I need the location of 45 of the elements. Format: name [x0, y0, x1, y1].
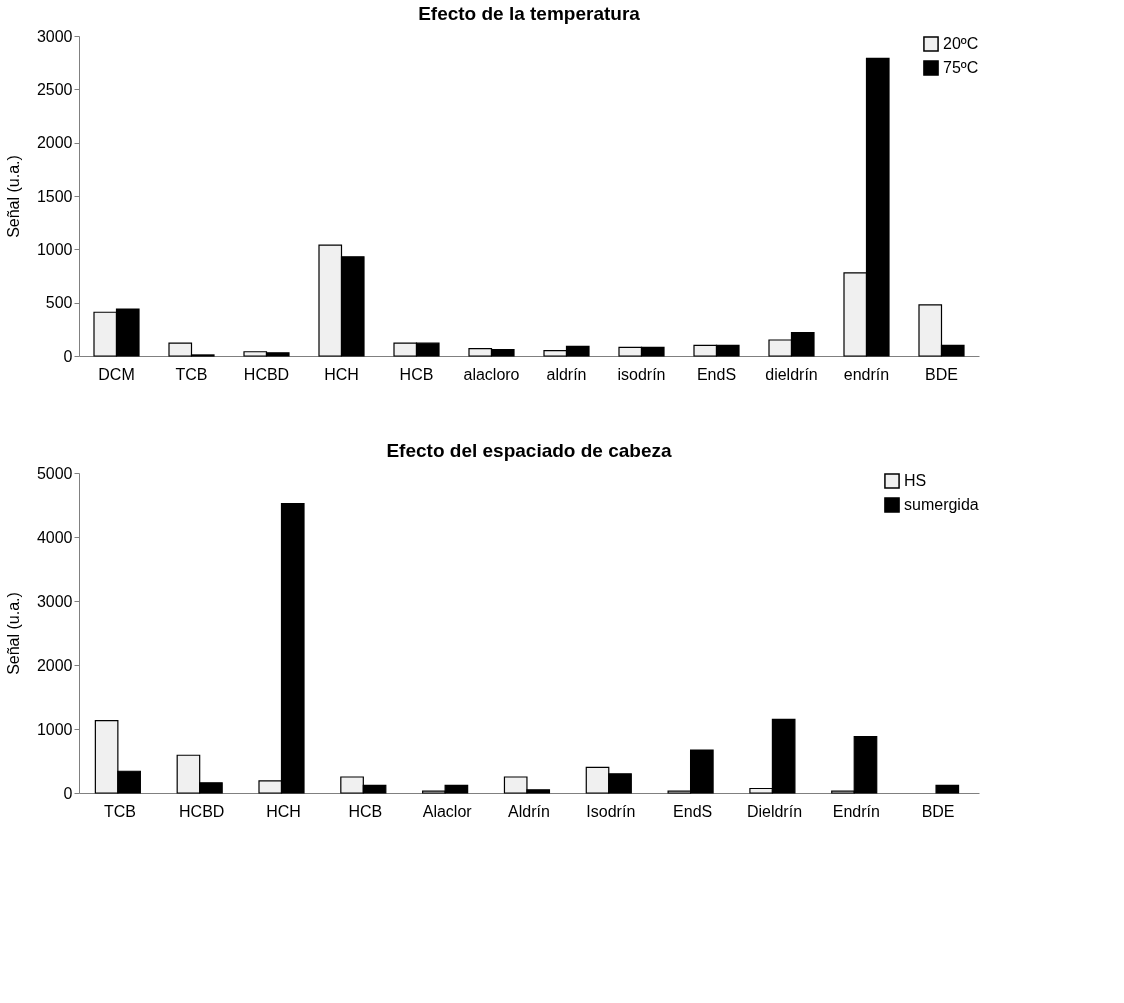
x-tick-label: Isodrín [586, 802, 636, 820]
x-tick-label: Aldrín [508, 802, 550, 820]
y-tick-label: 1000 [36, 240, 73, 258]
y-tick-label: 2500 [36, 80, 73, 98]
legend-label: HS [904, 472, 927, 489]
y-tick-label: 500 [45, 294, 73, 312]
y-tick-label: 0 [63, 347, 73, 365]
y-axis-title: Señal (u.a.) [4, 155, 22, 238]
y-axis-title: Señal (u.a.) [4, 592, 22, 675]
chart-title: Efecto del espaciado de cabeza [386, 440, 672, 461]
x-tick-label: HCH [266, 802, 301, 820]
x-tick-label: aldrín [546, 365, 587, 383]
x-tick-label: DCM [98, 365, 135, 383]
x-tick-label: TCB [103, 802, 136, 820]
x-tick-label: HCH [324, 365, 359, 383]
x-tick-label: endrín [843, 365, 890, 383]
x-tick-label: EndS [673, 802, 713, 820]
y-tick-label: 4000 [36, 528, 73, 546]
x-tick-label: TCB [175, 365, 208, 383]
y-tick-label: 3000 [36, 592, 73, 610]
chart-title: Efecto de la temperatura [418, 3, 641, 24]
x-tick-label: BDE [925, 365, 958, 383]
legend-label: 75ºC [943, 59, 979, 76]
y-tick-label: 1000 [36, 720, 73, 738]
x-tick-label: BDE [921, 802, 955, 820]
x-tick-label: Dieldrín [746, 802, 803, 820]
x-tick-label: Endrín [832, 802, 880, 820]
y-tick-label: 2000 [36, 656, 73, 674]
y-tick-label: 2000 [36, 134, 73, 152]
y-tick-label: 1500 [36, 187, 73, 205]
legend-label: sumergida [904, 496, 979, 513]
x-tick-label: HCBD [179, 802, 225, 820]
x-tick-label: dieldrín [765, 365, 818, 383]
x-tick-label: EndS [696, 365, 737, 383]
x-tick-label: Alaclor [422, 802, 473, 820]
x-tick-label: alacloro [463, 365, 520, 383]
x-tick-label: HCB [399, 365, 434, 383]
x-tick-label: HCB [348, 802, 383, 820]
legend-label: 20ºC [943, 35, 979, 52]
x-tick-label: HCBD [243, 365, 290, 383]
y-tick-label: 5000 [36, 464, 73, 482]
y-tick-label: 0 [63, 784, 73, 802]
y-tick-label: 3000 [36, 27, 73, 45]
x-tick-label: isodrín [617, 365, 666, 383]
bar [935, 784, 960, 794]
